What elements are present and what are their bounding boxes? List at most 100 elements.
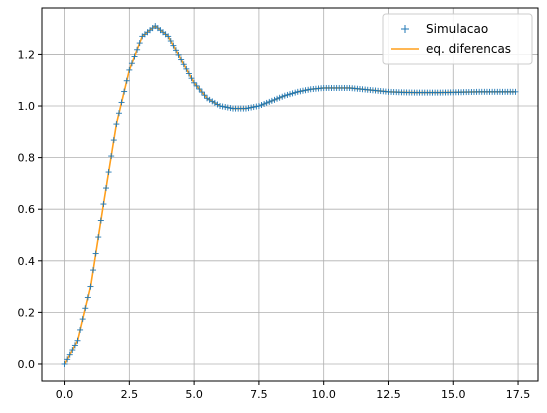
series-point-simulacao xyxy=(77,326,84,333)
series-point-simulacao xyxy=(201,92,208,99)
legend-box xyxy=(382,13,533,65)
series-layer xyxy=(61,23,519,367)
series-point-simulacao xyxy=(115,110,122,117)
y-tick-label: 0.2 xyxy=(18,306,36,319)
series-point-simulacao xyxy=(69,347,76,354)
series-point-simulacao xyxy=(79,316,86,323)
x-tick-label: 2.5 xyxy=(121,388,139,401)
series-point-simulacao xyxy=(297,88,304,95)
y-tick-label: 0.0 xyxy=(18,358,36,371)
legend-entry-eq-diferencas: eq. diferencas xyxy=(391,42,511,56)
series-point-simulacao xyxy=(108,153,115,160)
series-point-simulacao xyxy=(245,105,252,112)
series-point-simulacao xyxy=(193,82,200,89)
y-tick-label: 0.4 xyxy=(18,255,36,268)
series-point-simulacao xyxy=(71,342,78,349)
series-point-simulacao xyxy=(258,101,265,108)
x-tick-label: 12.5 xyxy=(376,388,401,401)
legend-label-simulacao: Simulacao xyxy=(426,22,488,36)
series-point-simulacao xyxy=(248,104,255,111)
series-point-simulacao xyxy=(172,47,179,54)
series-point-simulacao xyxy=(74,337,81,344)
x-tick-label: 10.0 xyxy=(311,388,336,401)
series-point-simulacao xyxy=(191,79,198,86)
series-point-simulacao xyxy=(281,92,288,99)
y-axis: 0.0 0.2 0.4 0.6 0.8 1.0 1.2 xyxy=(18,48,42,371)
series-point-simulacao xyxy=(66,351,73,358)
series-point-simulacao xyxy=(61,360,68,367)
series-point-simulacao xyxy=(87,283,94,290)
series-point-simulacao xyxy=(263,99,270,106)
series-point-simulacao xyxy=(204,95,211,102)
series-point-simulacao xyxy=(131,53,138,60)
series-point-simulacao xyxy=(287,91,293,98)
series-point-simulacao xyxy=(214,101,221,108)
series-point-simulacao xyxy=(261,100,268,107)
series-point-simulacao xyxy=(279,93,286,100)
series-point-simulacao xyxy=(84,294,91,301)
series-point-simulacao xyxy=(253,103,260,110)
series-point-simulacao xyxy=(271,96,278,103)
series-point-simulacao xyxy=(217,103,224,110)
series-point-simulacao xyxy=(175,51,182,58)
series-point-simulacao xyxy=(209,98,216,105)
series-point-simulacao xyxy=(170,42,177,49)
series-point-simulacao xyxy=(302,87,309,94)
series-point-simulacao xyxy=(224,104,231,111)
series-point-simulacao xyxy=(110,137,117,144)
series-point-simulacao xyxy=(196,85,203,92)
series-point-simulacao xyxy=(121,88,128,95)
series-point-simulacao xyxy=(250,104,257,111)
series-point-simulacao xyxy=(167,38,174,45)
series-point-simulacao xyxy=(82,305,89,312)
grid xyxy=(42,8,538,381)
series-point-simulacao xyxy=(100,201,107,208)
plot-frame xyxy=(41,7,539,382)
series-point-simulacao xyxy=(123,77,130,84)
series-point-simulacao xyxy=(178,56,185,63)
series-point-simulacao xyxy=(255,103,262,110)
series-point-simulacao xyxy=(128,60,135,67)
x-tick-label: 17.5 xyxy=(506,388,531,401)
y-tick-label: 0.8 xyxy=(18,152,36,165)
series-point-simulacao xyxy=(268,97,275,104)
series-point-simulacao xyxy=(242,105,249,112)
series-point-simulacao xyxy=(198,89,205,96)
series-point-simulacao xyxy=(126,66,133,73)
series-point-simulacao xyxy=(222,104,229,111)
series-point-simulacao xyxy=(292,89,299,96)
series-point-simulacao xyxy=(185,70,192,77)
series-point-simulacao xyxy=(97,217,104,224)
y-tick-label: 1.0 xyxy=(18,100,36,113)
x-tick-label: 0.0 xyxy=(56,388,74,401)
series-point-simulacao xyxy=(180,61,187,68)
series-point-simulacao xyxy=(113,121,120,128)
series-point-simulacao xyxy=(103,185,110,192)
series-point-simulacao xyxy=(227,105,234,112)
series-point-simulacao xyxy=(64,356,71,363)
series-point-simulacao xyxy=(188,75,195,82)
series-point-simulacao xyxy=(512,88,519,95)
series-point-simulacao xyxy=(294,88,301,95)
x-tick-label: 7.5 xyxy=(250,388,268,401)
series-point-simulacao xyxy=(134,46,141,53)
legend: Simulacao eq. diferencas xyxy=(382,13,533,65)
y-tick-label: 0.6 xyxy=(18,203,36,216)
series-point-simulacao xyxy=(90,267,97,274)
x-axis: 0.0 2.5 5.0 7.5 10.0 12.5 15.0 17.5 xyxy=(56,381,531,401)
series-point-simulacao xyxy=(284,91,291,98)
series-point-simulacao xyxy=(219,103,226,110)
series-point-simulacao xyxy=(105,169,112,176)
series-point-simulacao xyxy=(95,234,102,241)
series-point-simulacao xyxy=(299,87,306,94)
series-point-simulacao xyxy=(305,86,312,93)
series-point-simulacao xyxy=(211,99,218,106)
x-tick-label: 15.0 xyxy=(441,388,466,401)
series-point-simulacao xyxy=(289,90,296,97)
series-point-simulacao xyxy=(266,98,273,105)
series-point-simulacao xyxy=(276,94,283,101)
legend-label-eq-diferencas: eq. diferencas xyxy=(426,42,511,56)
series-point-simulacao xyxy=(183,65,190,72)
legend-entry-simulacao: Simulacao xyxy=(401,22,488,36)
